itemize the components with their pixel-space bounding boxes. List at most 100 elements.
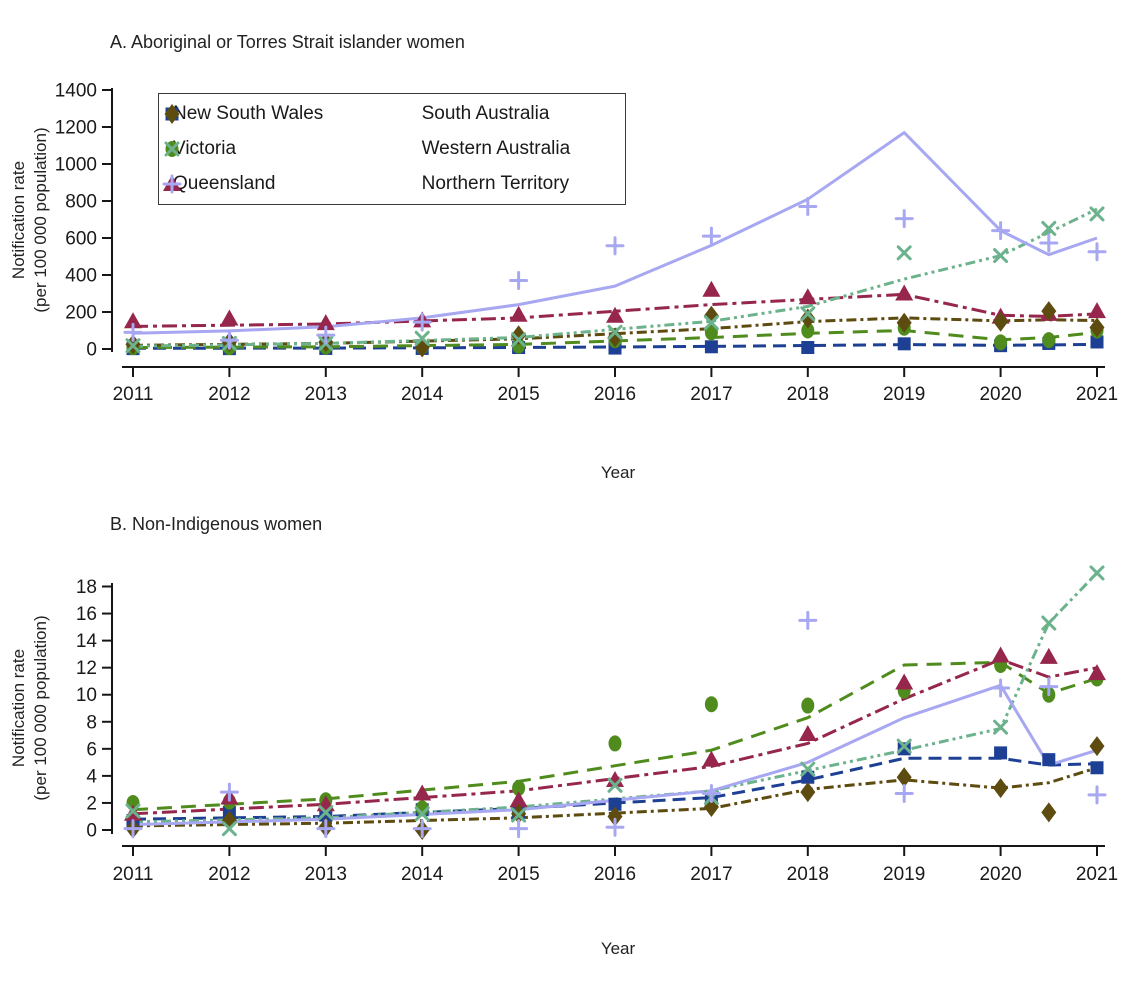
marker-northern-territory (1039, 233, 1059, 253)
marker-northern-territory (991, 221, 1011, 241)
y-tick-label: 1200 (55, 118, 97, 139)
marker-queensland (509, 791, 528, 808)
marker-queensland (1039, 647, 1058, 664)
marker-northern-territory (798, 610, 818, 630)
y-tick-label: 0 (86, 821, 97, 842)
legend-item-northern-territory: Northern Territory (162, 173, 625, 195)
marker-queensland (316, 314, 335, 331)
marker-south-australia (896, 767, 912, 788)
marker-northern-territory (991, 678, 1011, 698)
x-tick-label: 2016 (594, 384, 636, 405)
marker-south-australia (1041, 301, 1057, 322)
series-line-new-south-wales (132, 756, 1098, 821)
marker-south-australia (1041, 802, 1057, 823)
x-tick-label: 2013 (305, 384, 347, 405)
marker-new-south-wales (608, 797, 622, 811)
marker-northern-territory (509, 271, 529, 291)
marker-northern-territory (894, 209, 914, 229)
marker-new-south-wales (801, 341, 815, 355)
x-tick-label: 2014 (401, 864, 444, 885)
x-tick-label: 2014 (401, 384, 444, 405)
y-tick-label: 2 (86, 793, 97, 814)
legend-label: Western Australia (421, 137, 571, 159)
marker-south-australia (800, 782, 816, 803)
x-tick-label: 2016 (594, 864, 636, 885)
marker-queensland (798, 288, 817, 305)
x-tick-label: 2013 (305, 864, 347, 885)
legend: New South Wales Victoria Queensland South A… (158, 93, 626, 205)
marker-western-australia (993, 248, 1009, 264)
panel-a-title: A. Aboriginal or Torres Strait islander … (110, 32, 465, 52)
marker-northern-territory (701, 783, 721, 803)
legend-item-western-australia: Western Australia (164, 137, 625, 160)
series-line-new-south-wales (132, 342, 1098, 350)
legend-label: Queensland (173, 173, 276, 195)
series-line-western-australia (132, 207, 1098, 348)
marker-western-australia (607, 324, 623, 340)
legend-diamond-glyph (164, 103, 180, 124)
series-line-northern-territory (132, 683, 1098, 827)
x-tick-label: 2015 (497, 384, 539, 405)
marker-western-australia (414, 330, 430, 346)
marker-northern-territory (219, 782, 239, 802)
marker-south-australia (1089, 736, 1105, 757)
y-tick-label: 0 (86, 340, 97, 361)
panel-b-series-lines (132, 571, 1099, 828)
legend-item-south-australia: South Australia (164, 102, 625, 125)
marker-western-australia (511, 332, 527, 348)
series-line-northern-territory (132, 131, 1098, 335)
marker-western-australia (1041, 615, 1057, 631)
y-tick-label: 10 (76, 685, 97, 706)
panel-a-series-points (123, 197, 1107, 358)
marker-queensland (220, 309, 239, 326)
marker-northern-territory (316, 819, 336, 839)
marker-western-australia (800, 761, 816, 777)
y-tick-label: 12 (76, 658, 97, 679)
y-tick-label: 400 (65, 266, 97, 287)
marker-western-australia (896, 245, 912, 261)
marker-northern-territory (123, 322, 143, 342)
marker-victoria (608, 735, 622, 752)
panel-b-axes: 0 2 4 6 8 10 12 14 16 18 2011 2012 2013 2014 2015 2016 2… (76, 577, 1118, 885)
marker-new-south-wales (897, 742, 911, 756)
panel-b-series-points (123, 565, 1107, 840)
panel-a-chart: A. Aboriginal or Torres Strait islander … (9, 32, 1118, 482)
marker-victoria (512, 780, 526, 797)
marker-south-australia (511, 325, 527, 346)
y-tick-label: 14 (76, 631, 98, 652)
marker-south-australia (896, 312, 912, 333)
x-tick-label: 2018 (787, 384, 829, 405)
marker-northern-territory (123, 819, 143, 839)
marker-western-australia (414, 806, 430, 822)
marker-western-australia (993, 719, 1009, 735)
panel-b-ylabel-line2: (per 100 000 population) (31, 615, 50, 800)
marker-northern-territory (1087, 242, 1107, 262)
x-tick-label: 2012 (208, 864, 250, 885)
y-tick-label: 600 (65, 229, 97, 250)
marker-queensland (1088, 302, 1106, 319)
x-tick-label: 2017 (690, 384, 732, 405)
x-tick-label: 2020 (979, 864, 1021, 885)
marker-victoria (801, 697, 815, 714)
plus-marker-icon (162, 174, 182, 194)
legend-item-victoria: Victoria (165, 138, 422, 160)
marker-northern-territory (509, 819, 529, 839)
marker-northern-territory (412, 819, 432, 839)
marker-northern-territory (412, 312, 432, 332)
x-tick-label: 2017 (690, 864, 732, 885)
marker-queensland (124, 312, 142, 329)
x-tick-label: 2019 (883, 384, 925, 405)
marker-western-australia (125, 803, 141, 819)
x-tick-label: 2020 (979, 384, 1021, 405)
marker-northern-territory (894, 783, 914, 803)
panel-b-title: B. Non-Indigenous women (110, 514, 322, 534)
marker-queensland (702, 280, 721, 297)
y-tick-label: 4 (86, 766, 97, 787)
marker-queensland (1088, 664, 1106, 681)
marker-northern-territory (798, 197, 818, 217)
marker-northern-territory (219, 330, 239, 350)
x-tick-label: 2012 (208, 384, 250, 405)
marker-western-australia (1089, 565, 1105, 581)
legend-label: South Australia (421, 102, 550, 124)
